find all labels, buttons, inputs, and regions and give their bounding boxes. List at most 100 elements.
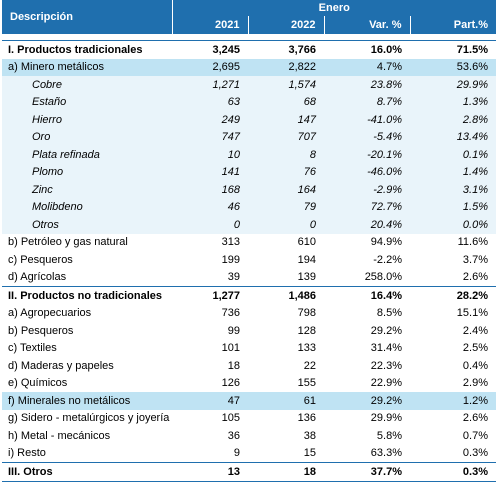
value-2022: 147: [248, 111, 324, 129]
value-var: 16.4%: [324, 286, 410, 305]
value-2021: 63: [172, 93, 248, 111]
value-var: -5.4%: [324, 128, 410, 146]
period-header: Enero: [171, 0, 496, 16]
row-label: e) Químicos: [8, 377, 68, 390]
value-2022: 76: [248, 163, 324, 181]
value-2021: 13: [172, 462, 248, 482]
value-var: 63.3%: [370, 447, 402, 460]
table-row: a) Agropecuarios 736 798 8.5% 15.1%: [2, 305, 496, 323]
value-var: -2.9%: [324, 181, 410, 199]
row-label: c) Pesqueros: [8, 253, 73, 266]
col-header-var: Var. %: [323, 16, 410, 34]
value-var: 4.7%: [324, 58, 410, 76]
row-label: Estaño: [2, 93, 172, 111]
value-2022: 194: [297, 253, 316, 266]
value-var: -46.0%: [324, 163, 410, 181]
value-var: -2.2%: [373, 253, 402, 266]
value-2021: 39: [227, 271, 240, 284]
row-label: f) Minerales no metálicos: [2, 392, 172, 410]
value-2022: 79: [248, 198, 324, 216]
value-2021: 199: [221, 253, 240, 266]
value-2021: 99: [227, 324, 240, 337]
value-2022: 15: [303, 447, 316, 460]
table-row: Otros 0 0 20.4% 0.0%: [2, 216, 496, 234]
value-2022: 2,822: [248, 58, 324, 76]
row-label: i) Resto: [8, 447, 46, 460]
table-row: Plata refinada 10 8 -20.1% 0.1%: [2, 146, 496, 164]
value-part: 28.2%: [410, 286, 496, 305]
exports-table: Descripción Enero 2021 2022 Var. % Part.…: [2, 0, 496, 482]
value-2021: 1,271: [172, 76, 248, 94]
value-var: 258.0%: [364, 271, 402, 284]
value-2021: 105: [221, 412, 240, 425]
row-label: c) Textiles: [8, 342, 57, 355]
row-label: b) Pesqueros: [8, 324, 74, 337]
value-2022: 0: [248, 216, 324, 234]
table-row: II. Productos no tradicionales 1,277 1,4…: [2, 286, 496, 305]
value-2021: 46: [172, 198, 248, 216]
value-2021: 9: [233, 447, 240, 460]
value-2022: 136: [297, 412, 316, 425]
value-2021: 47: [172, 392, 248, 410]
table-row: d) Maderas y papeles 18 22 22.3% 0.4%: [2, 357, 496, 375]
table-row: e) Químicos 126 155 22.9% 2.9%: [2, 375, 496, 393]
value-2022: 139: [297, 271, 316, 284]
table-row: Molibdeno 46 79 72.7% 1.5%: [2, 198, 496, 216]
value-2022: 133: [297, 342, 316, 355]
value-2021: 3,245: [172, 40, 248, 59]
value-part: 3.7%: [462, 253, 488, 266]
value-2021: 10: [172, 146, 248, 164]
row-label: Hierro: [2, 111, 172, 129]
value-part: 0.0%: [410, 216, 496, 234]
value-part: 1.4%: [410, 163, 496, 181]
value-2021: 1,277: [172, 286, 248, 305]
value-2022: 18: [248, 462, 324, 482]
row-label: Zinc: [2, 181, 172, 199]
value-var: 31.4%: [370, 342, 402, 355]
value-part: 1.5%: [410, 198, 496, 216]
value-2022: 610: [297, 236, 316, 249]
value-var: 37.7%: [324, 462, 410, 482]
value-var: 22.9%: [370, 377, 402, 390]
value-2021: 141: [172, 163, 248, 181]
value-part: 15.1%: [456, 307, 488, 320]
value-var: 22.3%: [370, 359, 402, 372]
table-row: Cobre 1,271 1,574 23.8% 29.9%: [2, 76, 496, 94]
value-2021: 0: [172, 216, 248, 234]
table-row: Oro 747 707 -5.4% 13.4%: [2, 128, 496, 146]
table-row: Plomo 141 76 -46.0% 1.4%: [2, 163, 496, 181]
value-2021: 747: [172, 128, 248, 146]
value-part: 2.6%: [462, 271, 488, 284]
row-label: d) Agrícolas: [8, 271, 67, 284]
table-row: c) Pesqueros 199 194 -2.2% 3.7%: [2, 251, 496, 269]
row-label: II. Productos no tradicionales: [2, 286, 172, 305]
value-part: 53.6%: [410, 58, 496, 76]
value-2021: 736: [221, 307, 240, 320]
row-label: Oro: [2, 128, 172, 146]
table-row: b) Pesqueros 99 128 29.2% 2.4%: [2, 322, 496, 340]
row-label: Cobre: [2, 76, 172, 94]
row-label: Molibdeno: [2, 198, 172, 216]
table-row: a) Minero metálicos 2,695 2,822 4.7% 53.…: [2, 58, 496, 76]
value-2021: 249: [172, 111, 248, 129]
value-2022: 61: [248, 392, 324, 410]
table-row: i) Resto 9 15 63.3% 0.3%: [2, 445, 496, 463]
value-part: 13.4%: [410, 128, 496, 146]
value-var: 29.9%: [370, 412, 402, 425]
value-2022: 155: [297, 377, 316, 390]
value-var: 23.8%: [324, 76, 410, 94]
value-part: 2.8%: [410, 111, 496, 129]
value-part: 2.4%: [462, 324, 488, 337]
row-label: g) Sidero - metalúrgicos y joyería: [8, 412, 170, 425]
value-2021: 168: [172, 181, 248, 199]
table-row: f) Minerales no metálicos 47 61 29.2% 1.…: [2, 392, 496, 410]
value-part: 0.7%: [462, 429, 488, 442]
value-var: 5.8%: [376, 429, 402, 442]
value-2022: 707: [248, 128, 324, 146]
table-row: b) Petróleo y gas natural 313 610 94.9% …: [2, 234, 496, 252]
value-2022: 8: [248, 146, 324, 164]
value-2021: 126: [221, 377, 240, 390]
table-row: Estaño 63 68 8.7% 1.3%: [2, 93, 496, 111]
value-2022: 38: [303, 429, 316, 442]
row-label: III. Otros: [2, 462, 172, 482]
